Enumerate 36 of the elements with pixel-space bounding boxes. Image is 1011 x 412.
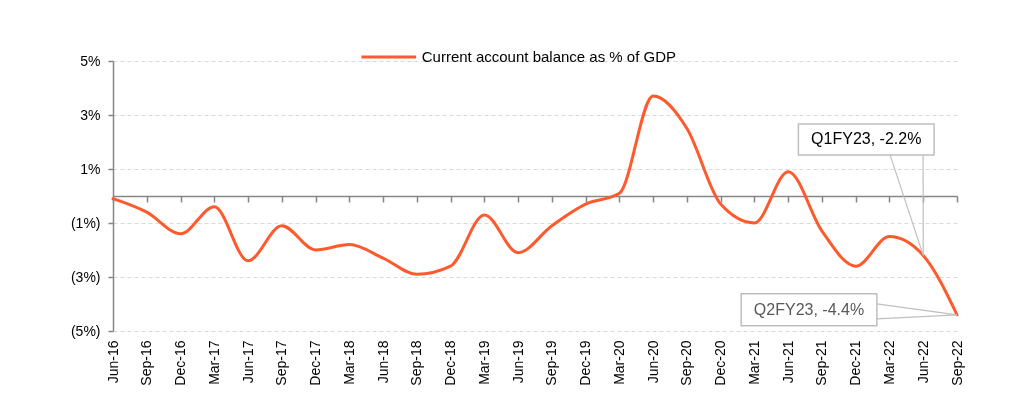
x-tick-label: Jun-18 [374,340,391,384]
x-tick-label: Mar-18 [340,340,357,385]
x-tick-label: Sep-19 [543,340,560,386]
x-tick-label: Sep-22 [948,340,965,386]
y-tick-label: (3%) [70,268,101,285]
y-tick-label: 3% [80,106,101,123]
x-tick-label: Dec-20 [712,340,729,386]
x-tick-label: Dec-16 [172,340,189,386]
x-tick-label: Sep-18 [408,340,425,386]
x-tick-label: Mar-21 [745,340,762,385]
x-tick-label: Sep-21 [813,340,830,386]
x-tick-label: Dec-17 [307,340,324,386]
x-tick-label: Mar-19 [475,340,492,385]
x-tick-label: Mar-22 [880,340,897,385]
y-tick-label: 5% [80,52,101,69]
x-tick-label: Jun-16 [104,340,121,384]
x-tick-label: Jun-21 [779,340,796,384]
y-tick-label: 1% [80,160,101,177]
x-tick-label: Sep-17 [273,340,290,386]
annotation: Q2FY23, -4.4% [753,300,865,318]
x-tick-label: Jun-17 [239,340,256,384]
legend-label: Current account balance as % of GDP [421,48,677,65]
annotation: Q1FY23, -2.2% [811,130,922,148]
x-tick-label: Dec-21 [847,340,864,386]
x-tick-label: Jun-22 [914,340,931,384]
x-tick-label: Sep-20 [678,340,695,386]
x-tick-label: Jun-19 [509,340,526,384]
x-tick-label: Mar-17 [205,340,222,385]
y-tick-label: (1%) [70,214,101,231]
x-tick-label: Dec-19 [577,340,594,386]
x-tick-label: Sep-16 [138,340,155,386]
x-tick-label: Jun-20 [644,340,661,384]
line-series [111,94,959,317]
y-tick-label: (5%) [70,322,101,339]
x-tick-label: Dec-18 [442,340,459,386]
x-tick-label: Mar-20 [610,340,627,385]
